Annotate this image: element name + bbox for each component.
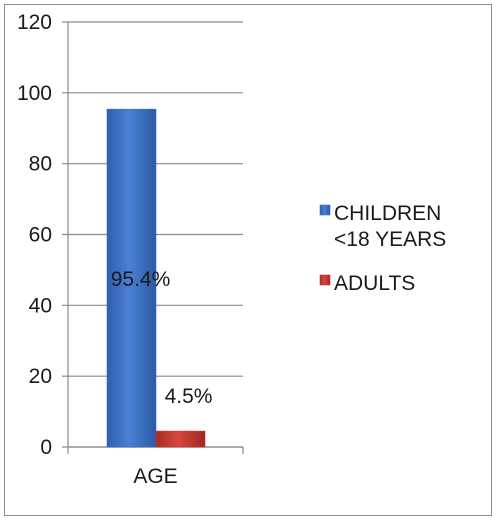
bar-adults (155, 430, 206, 448)
y-tick-label: 60 (29, 224, 52, 247)
y-tick-label: 120 (17, 11, 52, 34)
y-tick-label: 20 (29, 365, 52, 388)
legend: CHILDREN <18 YEARS ADULTS (319, 202, 446, 295)
y-tick-label: 40 (29, 294, 52, 317)
bars (106, 108, 206, 448)
x-category-label: AGE (133, 465, 177, 488)
legend-swatch (319, 274, 331, 286)
legend-entry: ADULTS (334, 272, 415, 295)
y-tick-label: 0 (40, 436, 52, 459)
data-label: 95.4% (111, 268, 171, 291)
legend-swatch (319, 204, 331, 216)
chart-frame (4, 4, 492, 516)
bar-children (106, 108, 157, 448)
y-tick-label: 100 (17, 82, 52, 105)
axes (62, 21, 244, 454)
legend-entry: CHILDREN <18 YEARS (334, 202, 446, 251)
labels: 0 20 40 60 80 100 120 95.4% 4.5% AGE (17, 11, 212, 488)
y-tick-label: 80 (29, 153, 52, 176)
data-label: 4.5% (165, 385, 213, 408)
